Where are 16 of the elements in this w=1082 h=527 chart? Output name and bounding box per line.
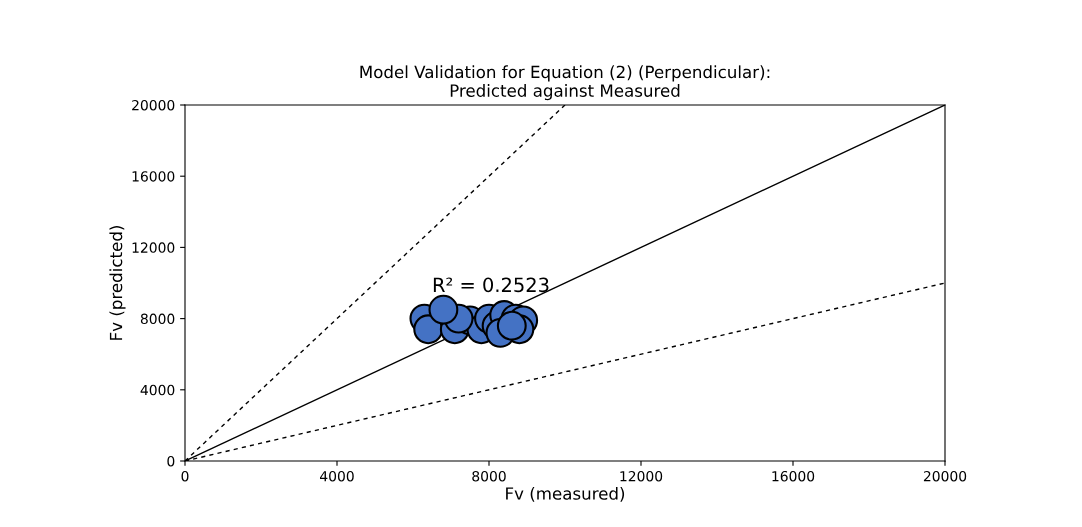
x-tick-label: 16000 bbox=[772, 470, 815, 482]
y-tick-label: 20000 bbox=[132, 99, 175, 111]
annotation: R² = 0.2523 bbox=[433, 277, 549, 293]
y-tick-label: 0 bbox=[167, 455, 175, 467]
y-tick-label: 12000 bbox=[132, 242, 175, 253]
x-tick-label: 8000 bbox=[472, 470, 506, 482]
x-axis-title: Fv (measured) bbox=[506, 486, 625, 502]
x-tick-label: 4000 bbox=[320, 470, 354, 482]
y-tick-label: 16000 bbox=[132, 171, 175, 182]
x-tick-label: 0 bbox=[181, 470, 189, 482]
y-tick-label: 4000 bbox=[140, 384, 175, 396]
x-tick-label: 12000 bbox=[620, 470, 663, 482]
y-tick-label: 8000 bbox=[140, 313, 175, 325]
x-tick-label: 20000 bbox=[923, 470, 967, 482]
y-axis-title: Fv (predicted) bbox=[109, 226, 126, 340]
chart-title: Model Validation for Equation (2) (Perpendicular): Predicted against Measured bbox=[360, 65, 770, 101]
